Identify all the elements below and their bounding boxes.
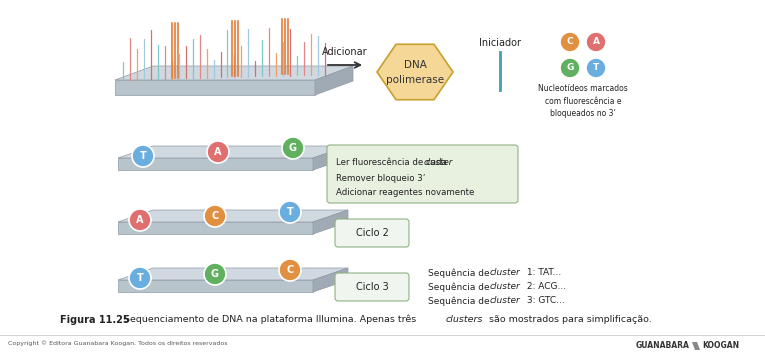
Circle shape xyxy=(129,267,151,289)
Polygon shape xyxy=(315,66,353,95)
Text: Adicionar: Adicionar xyxy=(322,47,368,57)
Text: Iniciador: Iniciador xyxy=(479,38,521,48)
Text: A: A xyxy=(593,37,600,47)
Circle shape xyxy=(204,263,226,285)
Polygon shape xyxy=(118,146,348,158)
Text: T: T xyxy=(140,151,146,161)
Text: cluster: cluster xyxy=(490,282,521,291)
Text: T: T xyxy=(593,64,599,72)
Polygon shape xyxy=(692,342,700,350)
Circle shape xyxy=(586,58,606,78)
Text: G: G xyxy=(289,143,297,153)
Text: clusters: clusters xyxy=(446,315,483,324)
Polygon shape xyxy=(118,268,348,280)
FancyBboxPatch shape xyxy=(327,145,518,203)
Circle shape xyxy=(282,137,304,159)
Circle shape xyxy=(207,141,229,163)
Text: Adicionar reagentes novamente: Adicionar reagentes novamente xyxy=(336,188,474,197)
Polygon shape xyxy=(118,158,313,170)
Text: Sequenciamento de DNA na plataforma Illumina. Apenas três: Sequenciamento de DNA na plataforma Illu… xyxy=(118,315,419,324)
Polygon shape xyxy=(118,280,313,292)
Text: cluster: cluster xyxy=(490,296,521,305)
Circle shape xyxy=(129,209,151,231)
Text: G: G xyxy=(566,64,574,72)
Polygon shape xyxy=(313,210,348,234)
Text: 1: TAT...: 1: TAT... xyxy=(524,268,562,277)
Circle shape xyxy=(279,259,301,281)
Text: Ciclo 2: Ciclo 2 xyxy=(356,228,389,238)
Text: C: C xyxy=(211,211,219,221)
Text: GUANABARA: GUANABARA xyxy=(636,341,690,351)
Circle shape xyxy=(132,145,154,167)
Polygon shape xyxy=(118,210,348,222)
Text: Nucleotídeos marcados
com fluorescência e
bloqueados no 3’: Nucleotídeos marcados com fluorescência … xyxy=(538,84,628,118)
Text: 2: ACG...: 2: ACG... xyxy=(524,282,566,291)
Text: Sequência de: Sequência de xyxy=(428,282,493,292)
Text: Ciclo 3: Ciclo 3 xyxy=(356,282,389,292)
Polygon shape xyxy=(115,80,315,95)
Text: T: T xyxy=(137,273,143,283)
Circle shape xyxy=(560,32,580,52)
Text: C: C xyxy=(286,265,294,275)
Text: Copyright © Editora Guanabara Koogan. Todos os direitos reservados: Copyright © Editora Guanabara Koogan. To… xyxy=(8,340,227,346)
Text: G: G xyxy=(211,269,219,279)
Text: Sequência de: Sequência de xyxy=(428,268,493,277)
Polygon shape xyxy=(115,66,353,80)
Text: A: A xyxy=(214,147,222,157)
Text: polimerase: polimerase xyxy=(386,75,444,85)
FancyBboxPatch shape xyxy=(335,219,409,247)
FancyBboxPatch shape xyxy=(335,273,409,301)
Circle shape xyxy=(560,58,580,78)
Circle shape xyxy=(279,201,301,223)
Polygon shape xyxy=(377,44,453,100)
Text: A: A xyxy=(136,215,144,225)
Text: são mostrados para simplificação.: são mostrados para simplificação. xyxy=(486,315,652,324)
Text: cluster: cluster xyxy=(424,158,453,167)
Text: Ler fluorescência de cada: Ler fluorescência de cada xyxy=(336,158,450,167)
Text: T: T xyxy=(287,207,293,217)
Text: Sequência de: Sequência de xyxy=(428,296,493,305)
Text: Remover bloqueio 3’: Remover bloqueio 3’ xyxy=(336,174,425,183)
Text: DNA: DNA xyxy=(404,60,426,70)
Circle shape xyxy=(204,205,226,227)
Polygon shape xyxy=(118,222,313,234)
Polygon shape xyxy=(313,146,348,170)
Circle shape xyxy=(586,32,606,52)
Text: Figura 11.25: Figura 11.25 xyxy=(60,315,129,325)
Text: cluster: cluster xyxy=(490,268,521,277)
Text: C: C xyxy=(567,37,573,47)
Polygon shape xyxy=(313,268,348,292)
Text: KOOGAN: KOOGAN xyxy=(702,341,739,351)
Text: 3: GTC...: 3: GTC... xyxy=(524,296,565,305)
